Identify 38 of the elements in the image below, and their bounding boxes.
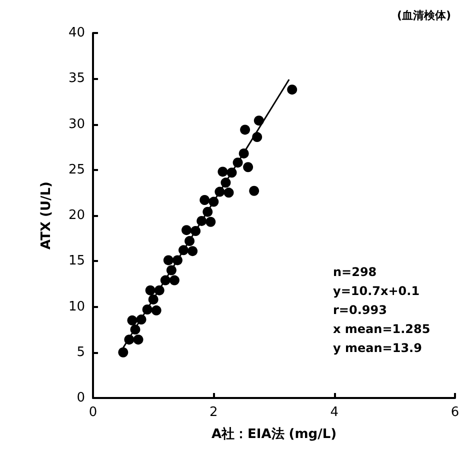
y-tick-label: 25 <box>68 162 85 178</box>
x-tick-label: 6 <box>450 405 460 420</box>
y-tick-label: 40 <box>68 26 85 40</box>
point <box>118 347 128 358</box>
x-axis-title: A社：EIA法 (mg/L) <box>211 426 337 442</box>
y-tick-label: 10 <box>68 299 85 314</box>
annotation: y=10.7x+0.1 <box>333 284 420 298</box>
point <box>243 162 254 172</box>
point <box>206 216 216 227</box>
point <box>200 194 210 205</box>
y-tick-label: 30 <box>68 116 85 132</box>
point <box>133 334 144 345</box>
x-tick-label: 2 <box>210 405 218 420</box>
point <box>249 186 260 196</box>
annotation: n=298 <box>333 265 377 279</box>
y-tick-label: 0 <box>76 390 85 406</box>
y-tick-label: 35 <box>68 71 85 86</box>
y-tick-label: 20 <box>68 208 85 223</box>
point <box>151 305 162 316</box>
annotation: x mean=1.285 <box>333 322 430 336</box>
point <box>145 285 156 296</box>
annotation: y mean=13.9 <box>333 341 422 355</box>
text: (血清検体) <box>396 9 452 22</box>
point <box>240 124 250 135</box>
x-tick-label: 4 <box>330 405 338 420</box>
y-axis-title: ATX (U/L) <box>39 182 54 250</box>
point <box>182 225 192 236</box>
point <box>169 275 180 286</box>
point <box>287 84 298 95</box>
point <box>188 246 198 256</box>
y-tick-label: 5 <box>76 344 85 360</box>
point <box>127 315 138 326</box>
annotation: r=0.993 <box>333 303 387 317</box>
y-tick-label: 15 <box>68 254 85 269</box>
point <box>163 255 174 266</box>
point <box>224 188 234 198</box>
point <box>218 166 228 177</box>
x-tick-label: 0 <box>88 405 98 420</box>
